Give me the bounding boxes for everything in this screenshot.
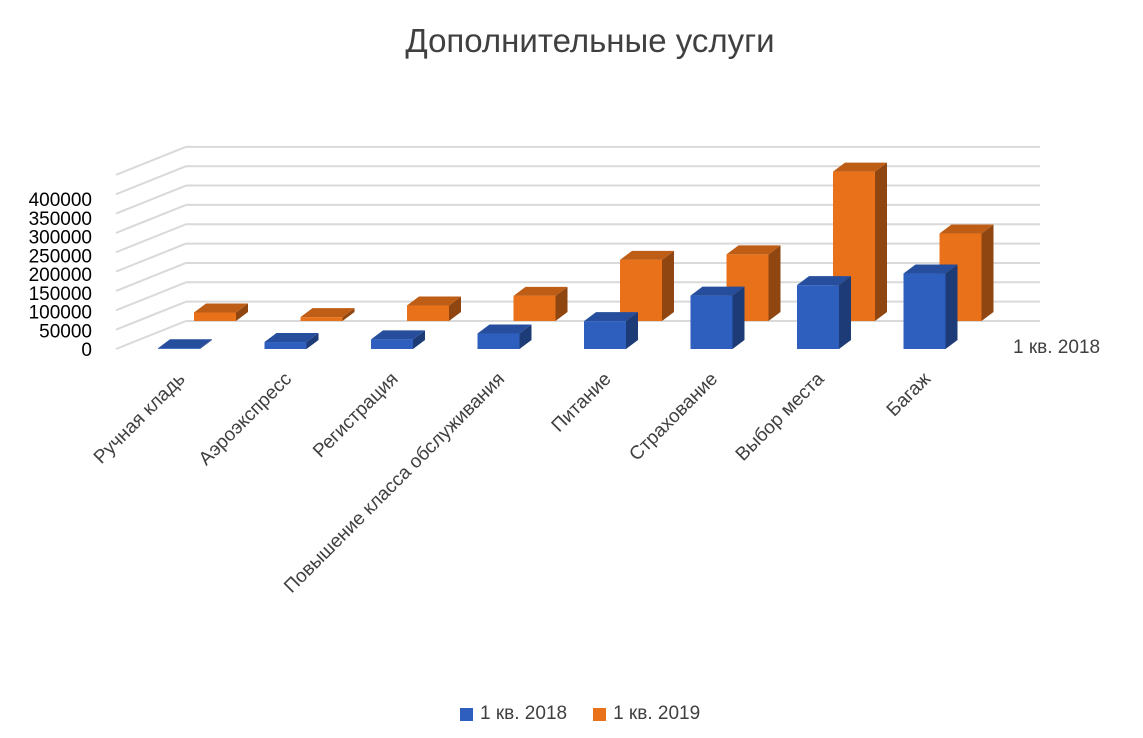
category-label: Аэроэкспресс [195,369,296,470]
bar-2018 [264,333,319,349]
bar-2019 [194,303,248,321]
y-tick-label: 350000 [29,209,92,230]
category-labels: Ручная кладь Аэроэкспресс РегистрацияПовыш… [90,368,935,597]
bar-2019 [407,296,461,321]
category-label: Повышение класса обслуживания [280,369,509,598]
bar-2019 [939,224,994,321]
gridline [115,203,1040,234]
y-tick-label: 400000 [29,190,92,211]
y-tick-label: 300000 [29,228,92,249]
gridline [115,320,1040,350]
legend-item-2018: 1 кв. 2018 [460,703,567,725]
chart-title: Дополнительные услуги [405,22,775,59]
bar-2018 [584,312,638,349]
y-axis-tick-labels: 0500001000001500002000002500003000003500… [29,190,92,361]
legend-label-2018: 1 кв. 2018 [480,703,568,724]
gridlines [115,145,1040,350]
series-2019-bars [194,162,994,321]
y-tick-label: 250000 [29,246,92,267]
category-label: Выбор места [732,368,829,465]
y-tick-label: 100000 [29,303,92,324]
bar-2018 [371,330,425,349]
bar-chart-3d: 0500001000001500002000002500003000003500… [29,145,1100,597]
category-label: Регистрация [309,369,402,462]
gridline [115,281,1040,312]
legend: 1 кв. 2018 1 кв. 2019 [460,703,700,725]
gridline [115,300,1040,331]
y-tick-label: 50000 [39,321,92,342]
y-tick-label: 150000 [29,284,92,305]
gridline [115,145,1040,176]
legend-item-2019: 1 кв. 2019 [593,703,700,725]
legend-swatch-2018 [460,707,473,721]
legend-swatch-2019 [593,707,607,721]
category-label: Багаж [883,368,935,420]
category-label: Питание [548,369,616,437]
gridline [115,165,1040,196]
gridline [115,223,1040,254]
depth-axis-label: 1 кв. 2018 [1013,337,1100,358]
bar-2019 [513,286,568,321]
gridline [115,261,1040,292]
bar-2019 [620,250,674,321]
bar-2018 [158,339,212,349]
category-label: Ручная кладь [90,369,190,469]
gridline [115,242,1040,273]
y-tick-label: 200000 [29,265,92,286]
bar-2018 [903,264,958,349]
bar-2018 [690,286,745,349]
gridline [115,184,1040,215]
series-2018-bars [158,264,958,349]
bar-2019 [726,245,781,321]
bar-2019 [300,308,355,321]
legend-label-2019: 1 кв. 2019 [613,703,701,724]
bar-2018 [477,324,532,349]
category-label: Страхование [625,369,722,466]
bar-2018 [797,276,851,349]
y-tick-label: 0 [81,340,92,361]
